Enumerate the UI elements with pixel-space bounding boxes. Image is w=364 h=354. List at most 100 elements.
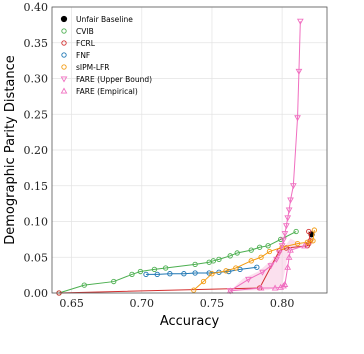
- data-point: [259, 269, 266, 276]
- tick-labels: 0.65 0.70 0.75 0.80 0.00 0.05 0.10 0.15 0.20 0.25…: [24, 1, 295, 310]
- series-fare-empirical: [226, 242, 308, 294]
- data-point: [306, 228, 312, 235]
- data-point: [226, 268, 232, 275]
- data-point: [129, 271, 135, 278]
- data-point: [265, 243, 271, 249]
- data-point: [304, 239, 311, 245]
- data-point: [143, 271, 149, 278]
- data-point: [210, 258, 217, 264]
- data-point: [151, 266, 158, 273]
- data-point: [248, 258, 254, 264]
- data-point: [258, 254, 264, 260]
- data-point: [275, 250, 283, 257]
- data-point: [206, 270, 212, 276]
- data-point: [162, 265, 169, 271]
- series-fnf: [143, 264, 260, 278]
- data-point: [277, 283, 285, 290]
- data-point: [254, 264, 260, 270]
- data-point: [301, 242, 308, 249]
- series-line: [146, 266, 257, 275]
- data-point: [294, 241, 301, 247]
- series-line: [229, 21, 301, 292]
- y-tick-label: 0.15: [24, 180, 49, 193]
- data-point: [111, 278, 117, 285]
- data-point: [293, 228, 299, 235]
- data-point: [248, 247, 254, 253]
- series-group: [56, 18, 318, 296]
- y-tick-label: 0.25: [24, 108, 49, 121]
- data-point: [282, 223, 290, 230]
- y-tick-label: 0.10: [24, 216, 49, 229]
- x-tick-label: 0.70: [130, 297, 155, 310]
- legend-label: CVIB: [76, 27, 94, 36]
- legend-item: FARE (Empirical): [60, 87, 138, 96]
- data-point: [296, 18, 304, 25]
- legend-label: sIPM-LFR: [76, 63, 110, 72]
- data-point: [245, 276, 252, 283]
- fare-band: [230, 238, 305, 291]
- data-point: [191, 287, 197, 293]
- x-axis-title: Accuracy: [160, 314, 220, 329]
- legend-label: FARE (Upper Bound): [76, 75, 152, 84]
- data-point: [285, 207, 293, 214]
- legend-marker: [60, 76, 68, 83]
- data-point: [200, 278, 207, 285]
- data-point: [271, 284, 279, 291]
- data-point: [310, 238, 316, 244]
- legend-label: FNF: [76, 51, 90, 60]
- legend-item: FARE (Upper Bound): [60, 75, 152, 84]
- data-point: [294, 115, 301, 122]
- legend-item: FCRL: [61, 39, 96, 48]
- data-point: [266, 248, 273, 255]
- series-sipm-lfr: [191, 227, 318, 293]
- y-tick-label: 0.05: [24, 251, 49, 264]
- legend-label: Unfair Baseline: [76, 15, 133, 24]
- data-point: [227, 253, 233, 259]
- data-point: [234, 250, 240, 256]
- data-point: [167, 271, 173, 277]
- legend-marker: [61, 28, 67, 34]
- legend-item: Unfair Baseline: [60, 15, 133, 24]
- legend-marker: [61, 40, 67, 46]
- legend-item: FNF: [61, 51, 90, 60]
- series-line: [193, 230, 315, 291]
- data-point: [192, 261, 198, 268]
- data-point: [81, 282, 87, 288]
- data-point: [223, 268, 229, 274]
- data-point: [281, 231, 289, 238]
- plot-frame: [51, 6, 328, 294]
- data-point: [192, 270, 198, 276]
- data-point: [154, 271, 160, 278]
- data-point: [280, 282, 287, 289]
- data-point: [284, 263, 292, 270]
- y-tick-label: 0.35: [24, 37, 49, 50]
- legend-label: FCRL: [76, 39, 96, 48]
- y-axis-title: Demographic Parity Distance: [3, 55, 18, 245]
- data-point: [295, 68, 303, 75]
- data-point: [284, 215, 292, 222]
- data-point: [287, 197, 294, 204]
- data-point: [267, 263, 275, 270]
- data-point: [281, 280, 289, 287]
- legend-marker: [60, 15, 68, 23]
- data-point: [233, 265, 239, 271]
- data-point: [280, 237, 287, 244]
- legend-item: CVIB: [61, 27, 94, 36]
- x-tick-label: 0.75: [200, 297, 225, 310]
- legend-marker: [60, 87, 68, 94]
- y-tick-label: 0.30: [24, 73, 49, 86]
- y-tick-label: 0.00: [24, 287, 49, 300]
- legend-label: FARE (Empirical): [76, 87, 138, 96]
- data-point: [181, 271, 187, 277]
- data-point: [285, 253, 293, 260]
- data-point: [257, 284, 265, 291]
- fare-region: [230, 238, 305, 291]
- data-point: [287, 246, 294, 253]
- series-fare-upper-bound: [226, 18, 304, 295]
- x-tick-label: 0.65: [59, 297, 84, 310]
- legend-marker: [61, 52, 67, 58]
- data-point: [209, 271, 215, 277]
- data-point: [137, 268, 144, 275]
- data-point: [216, 256, 222, 263]
